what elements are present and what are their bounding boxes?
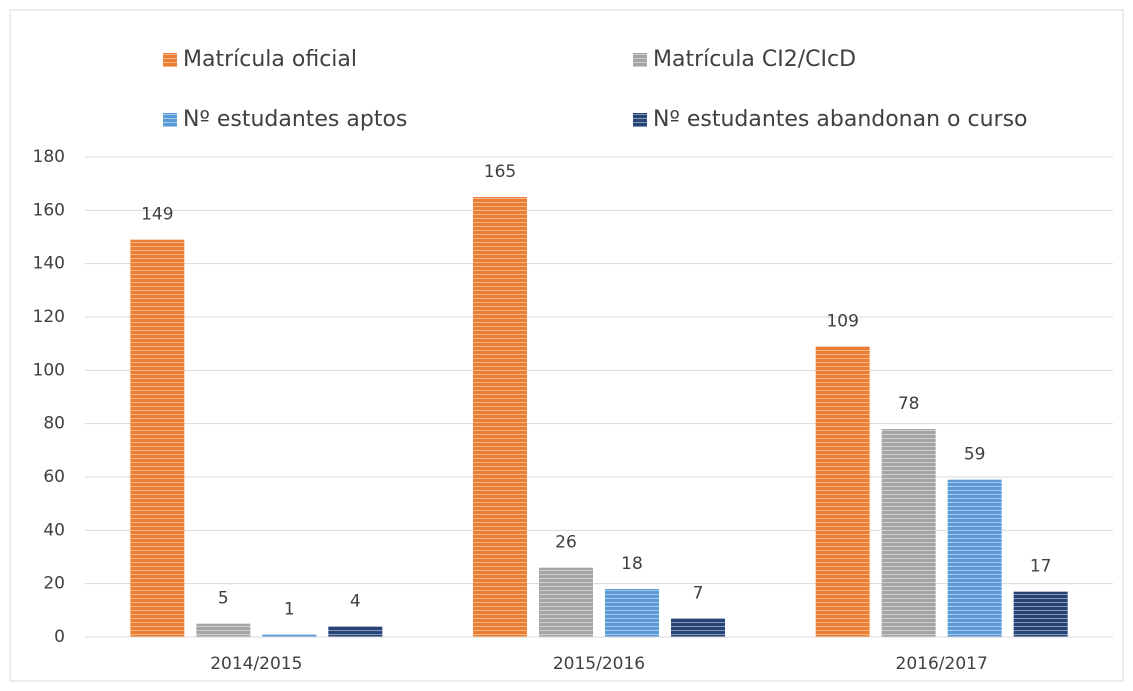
bar [473,197,527,637]
bar [605,589,659,637]
value-label: 5 [218,589,229,609]
bar [196,623,251,637]
value-label: 7 [693,583,704,603]
legend-swatch [633,53,647,67]
y-tick-label: 180 [33,147,65,167]
value-label: 26 [555,533,577,553]
legend-label: Nº estudantes abandonan o curso [653,107,1028,132]
value-label: 1 [284,599,295,619]
bar [881,429,936,637]
y-tick-label: 140 [33,254,65,274]
value-label: 78 [898,394,920,414]
y-tick-label: 20 [43,574,65,594]
value-label: 149 [141,205,173,225]
bar [328,626,383,637]
y-tick-label: 120 [33,307,65,327]
value-label: 4 [350,591,361,611]
value-label: 59 [964,445,986,465]
x-tick-label: 2015/2016 [553,654,645,674]
legend-label: Nº estudantes aptos [183,107,407,132]
legend-label: Matrícula CI2/CIcD [653,47,856,72]
y-tick-label: 160 [33,200,65,220]
y-tick-label: 80 [43,414,65,434]
bar [947,479,1002,637]
y-tick-label: 40 [43,520,65,540]
bar [539,567,593,637]
y-tick-label: 60 [43,467,65,487]
value-label: 109 [826,311,858,331]
legend-swatch [163,53,177,67]
x-tick-label: 2014/2015 [210,654,302,674]
bar [815,346,870,637]
legend-label: Matrícula oficial [183,47,357,72]
bar [1013,591,1068,637]
bar [262,634,317,637]
bar [671,618,725,637]
legend-swatch [633,113,647,127]
value-label: 165 [484,162,516,182]
legend-swatch [163,113,177,127]
value-label: 17 [1030,557,1052,577]
y-tick-label: 100 [33,360,65,380]
y-tick-label: 0 [54,627,65,647]
value-label: 18 [621,554,643,574]
bar [130,239,185,637]
x-tick-label: 2016/2017 [896,654,988,674]
